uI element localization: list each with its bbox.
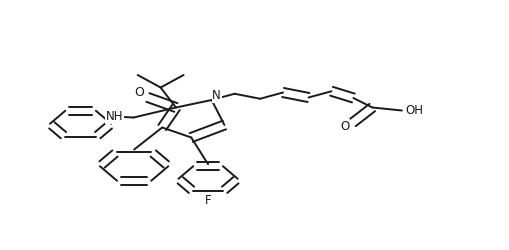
Text: NH: NH — [106, 110, 123, 123]
Text: O: O — [133, 86, 144, 99]
Text: O: O — [340, 120, 349, 133]
Text: OH: OH — [404, 104, 422, 117]
Text: N: N — [212, 89, 221, 102]
Text: F: F — [205, 194, 211, 207]
